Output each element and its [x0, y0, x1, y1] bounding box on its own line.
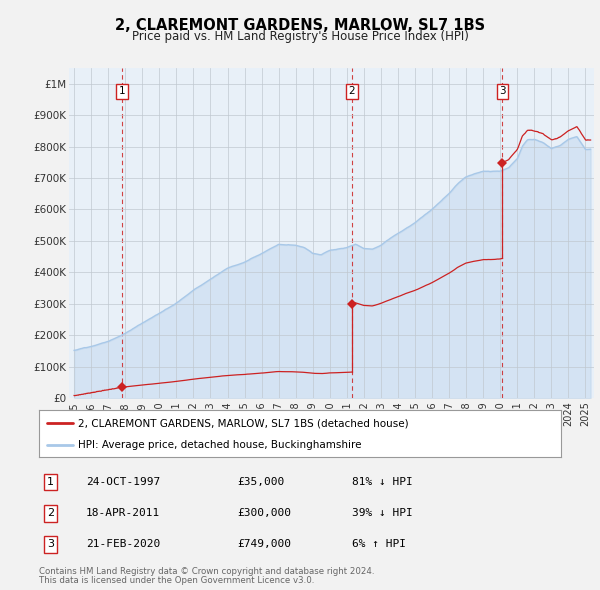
- Text: This data is licensed under the Open Government Licence v3.0.: This data is licensed under the Open Gov…: [39, 576, 314, 585]
- Text: 3: 3: [47, 539, 54, 549]
- Text: 1: 1: [119, 87, 125, 96]
- Text: £35,000: £35,000: [238, 477, 284, 487]
- Text: £749,000: £749,000: [238, 539, 292, 549]
- Text: Contains HM Land Registry data © Crown copyright and database right 2024.: Contains HM Land Registry data © Crown c…: [39, 566, 374, 576]
- Text: 2, CLAREMONT GARDENS, MARLOW, SL7 1BS: 2, CLAREMONT GARDENS, MARLOW, SL7 1BS: [115, 18, 485, 33]
- Text: 2, CLAREMONT GARDENS, MARLOW, SL7 1BS (detached house): 2, CLAREMONT GARDENS, MARLOW, SL7 1BS (d…: [78, 418, 409, 428]
- Text: 39% ↓ HPI: 39% ↓ HPI: [352, 508, 413, 518]
- Text: 3: 3: [499, 87, 506, 96]
- Text: HPI: Average price, detached house, Buckinghamshire: HPI: Average price, detached house, Buck…: [78, 441, 362, 450]
- Text: 81% ↓ HPI: 81% ↓ HPI: [352, 477, 413, 487]
- Text: Price paid vs. HM Land Registry's House Price Index (HPI): Price paid vs. HM Land Registry's House …: [131, 30, 469, 43]
- Text: £300,000: £300,000: [238, 508, 292, 518]
- Text: 1: 1: [47, 477, 54, 487]
- Text: 24-OCT-1997: 24-OCT-1997: [86, 477, 160, 487]
- Text: 2: 2: [47, 508, 54, 518]
- Text: 18-APR-2011: 18-APR-2011: [86, 508, 160, 518]
- Text: 6% ↑ HPI: 6% ↑ HPI: [352, 539, 406, 549]
- Text: 2: 2: [349, 87, 355, 96]
- Text: 21-FEB-2020: 21-FEB-2020: [86, 539, 160, 549]
